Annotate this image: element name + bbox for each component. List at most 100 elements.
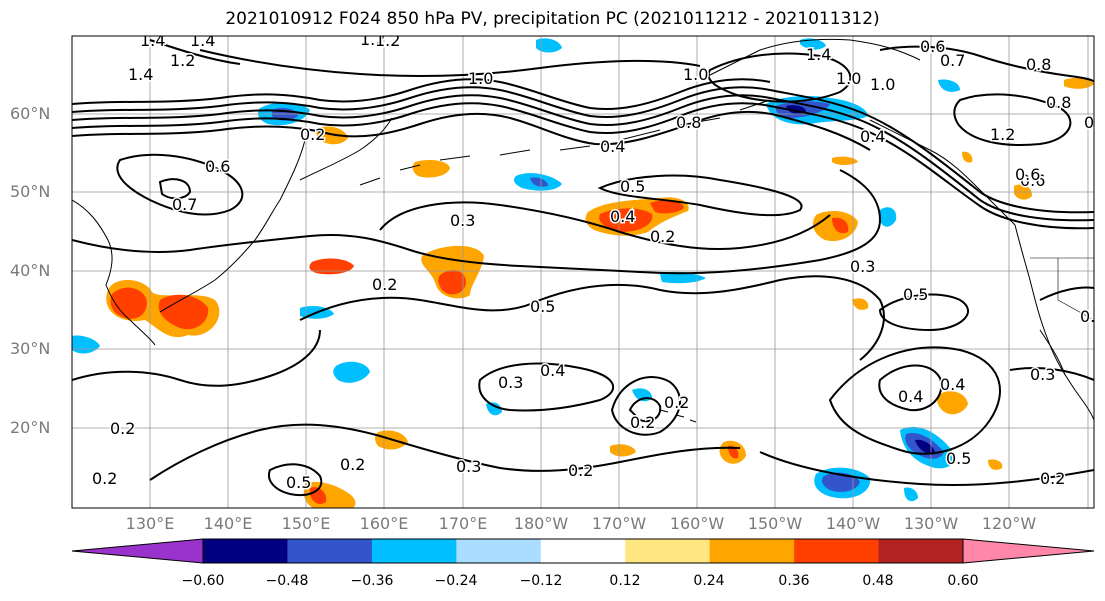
lon-label-150e: 150°E [281, 514, 331, 533]
coastlines [72, 38, 1094, 423]
pv-jet-contour [72, 94, 1094, 222]
colorbar-tick-label: −0.48 [265, 573, 309, 589]
north-america-west-coastline [1014, 224, 1094, 421]
lon-label-130w: 130°W [903, 514, 959, 533]
contour-label: 1.4 [128, 65, 153, 84]
lon-label-180w: 180°W [513, 514, 569, 533]
contour-label: 0.2 [568, 461, 593, 480]
colorbar [71, 538, 1095, 564]
colorbar-segment [287, 539, 373, 563]
contour-label: 0.5 [530, 297, 555, 316]
contour-label: 0.5 [1084, 113, 1105, 132]
lon-label-120w: 120°W [981, 514, 1037, 533]
contour-label: 0.3 [1030, 365, 1055, 384]
pv-contour-arctic-1.2 [149, 39, 241, 65]
pv-contour-0.3-east [1009, 367, 1094, 381]
positive-precip-region [937, 391, 968, 415]
colorbar-segment [371, 539, 457, 563]
pv-contour-low-inner [878, 364, 943, 412]
positive-precip-region [1064, 77, 1094, 89]
contour-label: 0.6 [920, 37, 945, 56]
contour-label: 0.2 [664, 393, 689, 412]
contour-label: 1.2 [170, 51, 195, 70]
pv-contour-0.2-central [478, 362, 615, 412]
map-frame [71, 35, 1095, 509]
colorbar-outline [202, 538, 964, 564]
contour-label: 0.7 [940, 51, 965, 70]
lon-label-160w: 160°W [669, 514, 725, 533]
negative-precip-region [800, 38, 826, 50]
lat-label-40n: 40°N [10, 261, 51, 280]
pv-contour-0.2-west [72, 329, 321, 387]
positive-precip-region [832, 156, 858, 165]
colorbar-tick-label: −0.24 [434, 573, 478, 589]
contour-label: 0.2 [300, 125, 325, 144]
pv-jet-contour [72, 78, 771, 111]
colorbar-tick-label: −0.12 [519, 573, 563, 589]
contour-label: 1.0 [468, 69, 493, 88]
colorbar-tick-label: −0.60 [181, 573, 225, 589]
lon-label-170e: 170°E [438, 514, 488, 533]
contour-label: 0.3 [450, 211, 475, 230]
alaska-coastline [699, 38, 921, 81]
positive-precip-region [158, 294, 209, 330]
contour-label: 1.4 [190, 31, 215, 50]
contour-label: 0.2 [630, 413, 655, 432]
contour-label: 0.4 [540, 361, 565, 380]
positive-precip-region [309, 258, 354, 275]
pv-contour-alaska-1.0 [707, 52, 852, 103]
asia-coastline [72, 199, 156, 346]
pv-contour-0.5 [597, 174, 803, 217]
positive-precip-region [832, 217, 849, 234]
positive-precip-region [599, 208, 653, 232]
colorbar-segment [540, 539, 626, 563]
contour-label: 1.2 [375, 31, 400, 50]
positive-precip-region [650, 200, 684, 214]
contour-label: 0.2 [650, 227, 675, 246]
pv-contour-hawaii-cell [610, 376, 681, 436]
contour-label: 0.8 [1026, 55, 1051, 74]
negative-precip-region [880, 207, 897, 227]
lat-label-20n: 20°N [10, 418, 51, 437]
pv-contour-0.4-east [1039, 286, 1094, 301]
negative-precip-region [333, 361, 370, 383]
colorbar-tick-label: −0.36 [350, 573, 394, 589]
pv-contour-0.2-trail [759, 451, 1094, 487]
contour-label: 1.2 [990, 125, 1015, 144]
negative-precip-region [486, 402, 502, 416]
colorbar-tick-label: 0.48 [862, 573, 894, 589]
pv-contours [72, 39, 1094, 496]
negative-precip-region [536, 38, 562, 53]
contour-label: 0.2 [92, 469, 117, 488]
contour-label: 0.5 [286, 473, 311, 492]
lon-label-140e: 140°E [203, 514, 253, 533]
positive-precip-region [988, 459, 1003, 470]
pv-contour-0.2-north [72, 169, 882, 275]
alaska-panhandle-coastline [869, 119, 1016, 226]
lat-label-50n: 50°N [10, 182, 51, 201]
aleutian-islands [359, 99, 771, 186]
positive-precip-region [110, 287, 147, 319]
contour-label: 0.6 [205, 157, 230, 176]
contour-label: 0.2 [372, 275, 397, 294]
pv-jet-contour [72, 102, 1094, 230]
pv-contour-1.2-ne [953, 93, 1072, 146]
positive-precip-region [962, 151, 973, 163]
lat-label-60n: 60°N [10, 104, 51, 123]
positive-precip-region [610, 444, 636, 457]
negative-precip-region [530, 177, 548, 187]
contour-label: 1.0 [683, 65, 708, 84]
colorbar-segment [203, 539, 288, 563]
positive-precip-region [852, 298, 869, 310]
lon-label-170w: 170°W [591, 514, 647, 533]
contour-label: 0.7 [172, 195, 197, 214]
pv-contour-0.6 [116, 153, 244, 216]
contour-label: 0.5 [903, 285, 928, 304]
colorbar-segment [878, 539, 964, 563]
contour-label: 0.5 [946, 449, 971, 468]
map-title: 2021010912 F024 850 hPa PV, precipitatio… [225, 9, 880, 29]
colorbar-tick-label: 0.24 [693, 573, 725, 589]
colorbar-right-extend [963, 539, 1094, 563]
contour-label: 0.2 [340, 455, 365, 474]
